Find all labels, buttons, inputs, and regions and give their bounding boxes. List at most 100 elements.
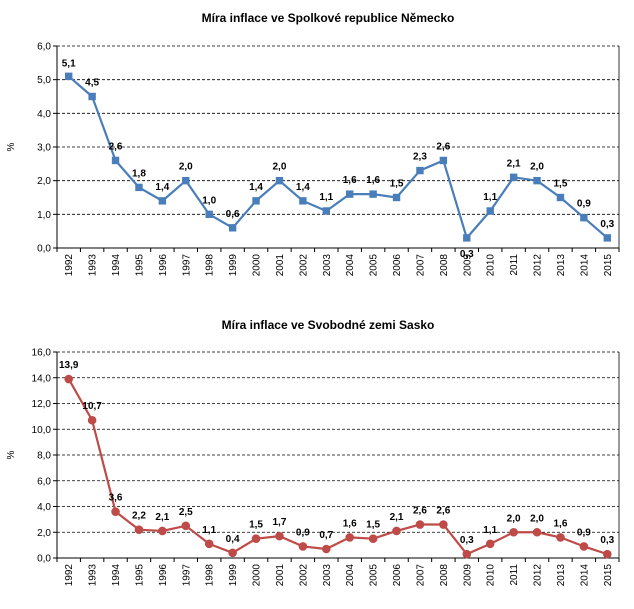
chart2-x-tick-label: 2001	[275, 564, 286, 587]
chart2-data-label: 1,1	[202, 525, 216, 536]
chart1-y-tick-label: 3,0	[37, 143, 51, 154]
chart2-data-label: 2,1	[390, 512, 404, 523]
chart2-x-tick-label: 1996	[158, 564, 169, 587]
chart2-x-tick-label: 2008	[439, 564, 450, 587]
chart2-data-point	[158, 526, 167, 536]
chart1-x-tick-label: 1995	[134, 254, 145, 277]
chart2-data-label: 2,6	[413, 506, 427, 517]
chart2-data-point	[345, 533, 355, 542]
chart1-data-label: 1,6	[366, 175, 380, 186]
chart1-y-tick-label: 5,0	[37, 75, 51, 86]
chart1-data-point	[556, 193, 565, 202]
chart2-y-tick-label: 16,0	[32, 348, 52, 359]
chart1-x-tick-label: 2010	[486, 254, 497, 277]
chart1-series-line	[67, 75, 609, 239]
chart1-data-label: 4,5	[85, 78, 99, 89]
chart2-x-tick-label: 2000	[252, 564, 263, 587]
chart2-data-label: 0,9	[577, 527, 591, 538]
chart1-y-axis-label: %	[6, 142, 17, 151]
chart2-data-point	[579, 542, 589, 551]
chart1-data-point	[346, 190, 354, 198]
chart2-data-label: 10,7	[82, 401, 102, 412]
chart1-data-label: 1,4	[296, 182, 310, 193]
chart1-data-label: 0,3	[460, 249, 474, 260]
chart2-data-point	[298, 542, 308, 551]
chart2-data-label: 3,6	[109, 493, 123, 504]
chart2-y-tick-label: 4,0	[37, 502, 51, 513]
chart1-data-label: 2,3	[413, 152, 427, 163]
chart2-data-point	[368, 534, 378, 543]
chart1-data-point	[439, 156, 448, 165]
chart2-data-label: 2,0	[507, 513, 521, 524]
chart2-data-label: 2,0	[530, 513, 544, 524]
chart2-data-label: 1,7	[273, 517, 287, 528]
chart2-data-label: 0,7	[319, 530, 333, 541]
chart1-x-tick-label: 2011	[509, 254, 520, 276]
chart1-data-point	[509, 173, 518, 182]
chart2-data-point	[321, 544, 331, 554]
chart1-x-tick-label: 2014	[579, 254, 590, 277]
chart2-y-tick-label: 10,0	[32, 425, 52, 436]
chart1-data-point	[88, 92, 96, 101]
chart2-data-point	[251, 534, 261, 543]
chart1-x-tick-label: 2009	[462, 254, 473, 277]
chart1-data-label: 1,1	[319, 192, 333, 203]
chart1-data-point	[275, 176, 284, 185]
chart2-data-label: 0,3	[460, 535, 474, 546]
chart1-data-label: 1,4	[249, 182, 263, 193]
chart2-data-label: 0,9	[296, 527, 310, 538]
chart2-data-label: 1,6	[554, 518, 568, 529]
chart2-data-point	[556, 533, 565, 542]
chart1-x-tick-label: 1996	[158, 254, 169, 277]
chart2-y-tick-label: 8,0	[37, 451, 51, 462]
chart1-x-tick-label: 1999	[228, 254, 239, 277]
chart2-data-label: 1,1	[483, 525, 497, 536]
chart2-x-tick-label: 2012	[533, 564, 544, 587]
chart2-data-label: 0,3	[600, 535, 614, 546]
chart1-data-point	[111, 156, 120, 165]
chart1-data-label: 1,8	[132, 168, 146, 179]
chart2-x-tick-label: 2004	[345, 564, 356, 587]
chart1-x-tick-label: 2006	[392, 254, 403, 277]
chart2-data-point	[415, 520, 425, 529]
chart2-data-label: 1,5	[249, 520, 263, 531]
chart2-data-label: 2,6	[436, 506, 450, 517]
chart2-data-label: 2,2	[132, 511, 146, 522]
chart1-data-label: 1,5	[390, 179, 404, 190]
chart2-y-axis-label: %	[6, 450, 17, 459]
chart1-data-point	[392, 193, 401, 202]
chart2-y-tick-label: 14,0	[32, 373, 52, 384]
chart1-data-point	[322, 207, 330, 215]
chart2-x-tick-label: 1999	[228, 564, 239, 587]
chart2-x-tick-label: 2013	[556, 564, 567, 587]
chart2-x-tick-label: 2011	[509, 564, 520, 586]
chart1-data-label: 1,6	[343, 175, 357, 186]
chart2-x-tick-label: 2007	[415, 564, 426, 587]
chart1-x-tick-label: 2012	[533, 254, 544, 277]
chart2-data-point	[485, 539, 495, 549]
chart1-data-point	[603, 234, 611, 242]
chart1-data-point	[158, 197, 167, 205]
chart1-data-label: 2,0	[530, 162, 544, 173]
chart2-data-point	[134, 525, 144, 534]
chart1-x-tick-label: 1992	[64, 254, 75, 277]
chart1-x-tick-label: 2015	[603, 254, 614, 277]
chart1-x-tick-label: 2004	[345, 254, 356, 277]
chart1-data-label: 2,6	[109, 141, 123, 152]
chart1-data-label: 2,0	[273, 162, 287, 173]
chart2-x-tick-label: 1998	[205, 564, 216, 587]
chart1-y-tick-label: 6,0	[37, 42, 51, 53]
chart1-data-label: 2,0	[179, 162, 193, 173]
chart1-data-point	[182, 176, 190, 185]
chart2-data-point	[532, 527, 542, 537]
chart1-data-label: 1,5	[554, 179, 568, 190]
chart1-data-label: 2,1	[507, 158, 521, 169]
chart2-data-point	[275, 531, 284, 541]
chart1-y-tick-label: 1,0	[37, 210, 51, 221]
chart2-x-tick-label: 1993	[88, 564, 99, 587]
chart1-data-label: 1,4	[155, 182, 169, 193]
chart2-title: Míra inflace ve Svobodné zemi Sasko	[222, 318, 435, 332]
chart2-data-point	[204, 539, 214, 549]
